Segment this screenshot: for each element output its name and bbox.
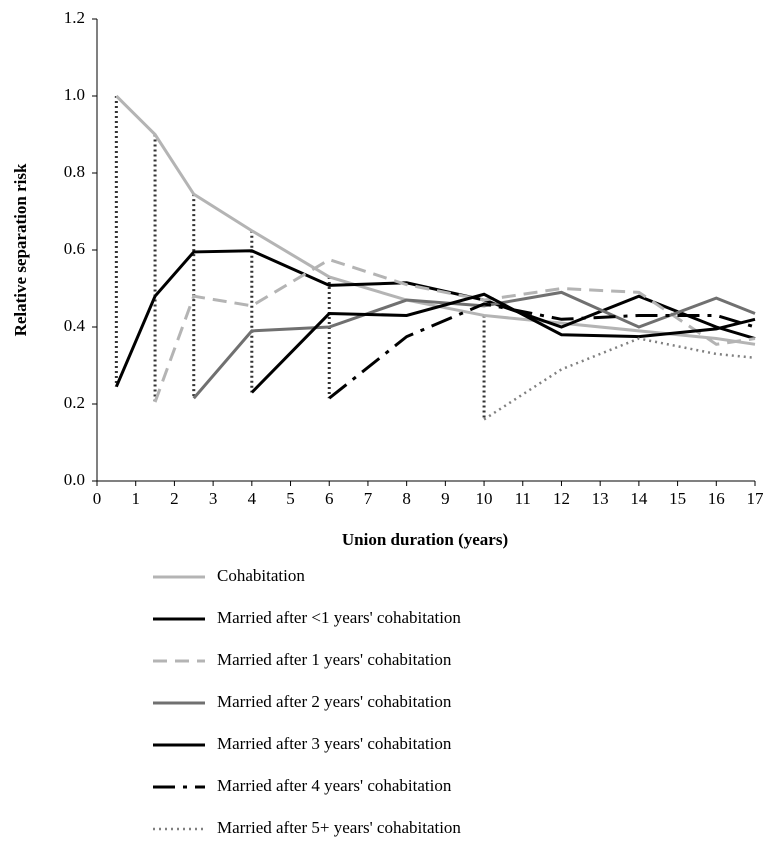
y-axis-title: Relative separation risk (11, 163, 30, 336)
series-line (192, 290, 756, 400)
y-tick-label: 0.0 (64, 470, 85, 489)
legend-label: Married after 5+ years' cohabitation (217, 818, 461, 837)
x-tick-label: 7 (364, 489, 373, 508)
x-tick-label: 10 (476, 489, 493, 508)
series-line (114, 249, 756, 388)
x-tick-label: 13 (592, 489, 609, 508)
legend-label: Married after <1 years' cohabitation (217, 608, 461, 627)
y-tick-label: 0.2 (64, 393, 85, 412)
x-tick-label: 15 (669, 489, 686, 508)
legend-label: Married after 3 years' cohabitation (217, 734, 452, 753)
x-tick-label: 11 (515, 489, 531, 508)
x-tick-label: 1 (131, 489, 140, 508)
x-tick-label: 3 (209, 489, 218, 508)
x-tick-label: 8 (402, 489, 411, 508)
x-tick-label: 2 (170, 489, 179, 508)
legend-label: Married after 4 years' cohabitation (217, 776, 452, 795)
x-tick-label: 14 (630, 489, 648, 508)
x-tick-label: 0 (93, 489, 102, 508)
series-line (153, 257, 756, 403)
y-tick-label: 0.6 (64, 239, 85, 258)
series-line (250, 292, 756, 394)
legend-label: Married after 1 years' cohabitation (217, 650, 452, 669)
x-tick-label: 6 (325, 489, 334, 508)
x-tick-label: 12 (553, 489, 570, 508)
y-tick-label: 0.4 (64, 316, 86, 335)
legend-label: Cohabitation (217, 566, 305, 585)
x-tick-label: 17 (747, 489, 765, 508)
y-tick-label: 1.2 (64, 8, 85, 27)
x-tick-label: 16 (708, 489, 725, 508)
legend-label: Married after 2 years' cohabitation (217, 692, 452, 711)
x-tick-label: 9 (441, 489, 450, 508)
x-tick-label: 4 (248, 489, 257, 508)
series-line (483, 337, 756, 421)
x-tick-label: 5 (286, 489, 295, 508)
y-tick-label: 1.0 (64, 85, 85, 104)
series-line (328, 302, 756, 400)
y-tick-label: 0.8 (64, 162, 85, 181)
x-axis-title: Union duration (years) (342, 530, 508, 549)
